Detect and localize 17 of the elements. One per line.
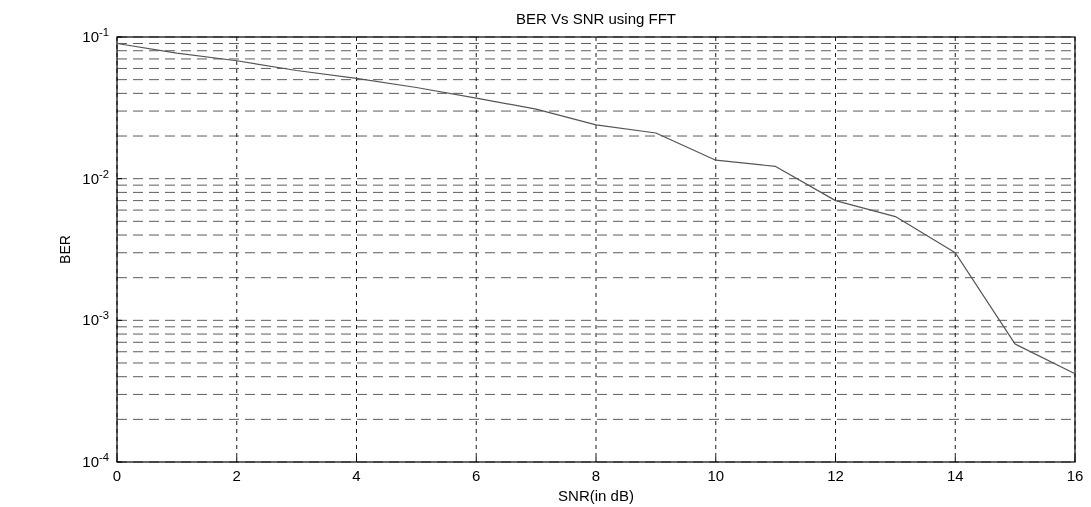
y-tick-label: 10$^{-1}$ [82,26,109,45]
x-tick-label: 6 [472,467,481,484]
y-tick-label: 10$^{-3}$ [82,309,109,329]
y-tick-label: 10$^{-2}$ [82,167,109,187]
chart-title: BER Vs SNR using FFT [515,10,677,27]
line-series [116,42,1076,375]
x-tick-label: 4 [352,467,361,484]
x-tick-label: 2 [232,467,241,484]
x-tick-label: 0 [112,467,122,484]
x-tick-label: 10 [707,467,725,484]
x-tick-label: 14 [946,467,964,484]
x-tick-label: 16 [1066,467,1084,484]
x-tick-label: 8 [591,467,601,484]
y-tick-label: 10$^{-4}$ [82,451,109,470]
x-axis-title: SNR(in dB) [558,487,634,504]
y-axis-title: BER [57,235,73,264]
x-tick-label: 12 [827,467,844,484]
